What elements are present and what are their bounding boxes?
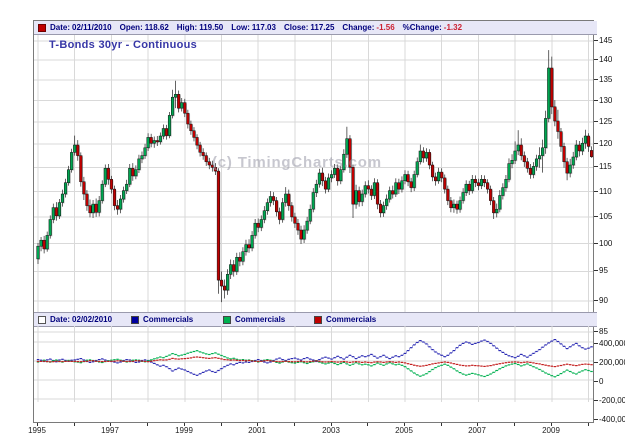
year-tick-label: 1995 [28,426,46,435]
quote-close-label: Close: [283,23,309,32]
chart-frame: Date: 02/11/2010 Open: 118.62 High: 119.… [33,20,597,423]
quote-high-label: High: [176,23,198,32]
price-tick-mark [594,331,598,332]
price-tick-mark [594,143,598,144]
year-tick-label: 2005 [395,426,413,435]
quote-open-label: Open: [119,23,143,32]
year-tick-mark [331,423,332,426]
legend-item-commercials-2: Commercials [314,313,378,326]
price-tick-mark [594,79,598,80]
price-tick-mark [594,166,598,167]
price-tick-label: 85 [599,327,608,336]
cot-date-value: 02/02/2010 [72,315,113,324]
cot-tick-mark [594,343,598,344]
page-title: T-Bonds 30yr - Continuous [49,39,198,51]
price-tick-label: 105 [599,212,613,221]
quote-pctchange-label: %Change: [402,23,442,32]
quote-marker-icon [38,23,46,32]
legend-swatch-icon [131,315,139,324]
year-tick-label: 1997 [101,426,119,435]
legend-item-commercials-0: Commercials [131,313,195,326]
price-tick-label: 90 [599,296,608,305]
year-tick-mark [441,423,442,426]
price-tick-mark [594,270,598,271]
quote-date-value: 02/11/2010 [72,23,112,32]
cot-tick-label: 0 [599,377,604,386]
price-tick-mark [594,59,598,60]
price-tick-label: 140 [599,55,613,64]
year-tick-mark [404,423,405,426]
price-tick-label: 100 [599,239,613,248]
cot-tick-mark [594,419,598,420]
year-tick-mark [74,423,75,426]
legend-date-icon [38,315,46,324]
year-tick-mark [221,423,222,426]
legend-label: Commercials [326,315,377,324]
quote-open-value: 118.62 [144,23,169,32]
legend-swatch-icon [314,315,322,324]
quote-change-label: Change: [342,23,375,32]
price-tick-mark [594,243,598,244]
year-tick-mark [37,423,38,426]
quote-pctchange-value: -1.32 [443,23,463,32]
quote-low-value: 117.03 [251,23,276,32]
price-tick-label: 110 [599,187,612,196]
cot-tick-label: -400,000 [599,415,625,424]
year-tick-label: 2007 [468,426,486,435]
price-tick-mark [594,300,598,301]
cot-tick-mark [594,381,598,382]
year-tick-mark [477,423,478,426]
year-tick-label: 2009 [542,426,560,435]
quote-close-value: 117.25 [310,23,335,32]
price-tick-mark [594,191,598,192]
price-tick-label: 120 [599,139,613,148]
cot-tick-label: 400,000 [599,339,625,348]
legend-item-commercials-1: Commercials [223,313,287,326]
cot-tick-mark [594,400,598,401]
cot-tick-mark [594,362,598,363]
quote-date-label: Date: [50,23,71,32]
year-tick-mark [551,423,552,426]
quote-high-value: 119.50 [199,23,224,32]
price-panel [34,35,593,333]
year-tick-label: 2003 [322,426,340,435]
price-tick-mark [594,121,598,122]
year-tick-label: 2001 [248,426,266,435]
year-tick-mark [294,423,295,426]
year-tick-mark [588,423,589,426]
cot-date-label: Date: [50,315,71,324]
cot-panel [34,326,593,422]
price-tick-mark [594,40,598,41]
year-tick-mark [147,423,148,426]
quote-info-bar: Date: 02/11/2010 Open: 118.62 High: 119.… [34,21,597,35]
year-tick-mark [110,423,111,426]
year-tick-mark [367,423,368,426]
year-tick-mark [184,423,185,426]
price-tick-label: 145 [599,36,613,45]
cot-legend-bar: Date: 02/02/2010 Commercials Commercials C… [34,312,597,327]
legend-label: Commercials [143,315,194,324]
watermark: (c) TimingCharts.com [212,154,382,171]
year-tick-label: 1999 [175,426,193,435]
legend-label: Commercials [235,315,286,324]
quote-low-label: Low: [231,23,250,32]
year-tick-mark [514,423,515,426]
price-tick-label: 135 [599,75,613,84]
price-tick-mark [594,216,598,217]
price-tick-label: 115 [599,162,612,171]
price-tick-label: 130 [599,96,613,105]
quote-change-value: -1.56 [376,23,395,32]
price-tick-label: 95 [599,266,608,275]
cot-tick-label: 200,000 [599,358,625,367]
cot-tick-label: -200,000 [599,396,625,405]
price-tick-mark [594,100,598,101]
year-tick-mark [257,423,258,426]
price-tick-label: 125 [599,117,613,126]
legend-swatch-icon [223,315,231,324]
